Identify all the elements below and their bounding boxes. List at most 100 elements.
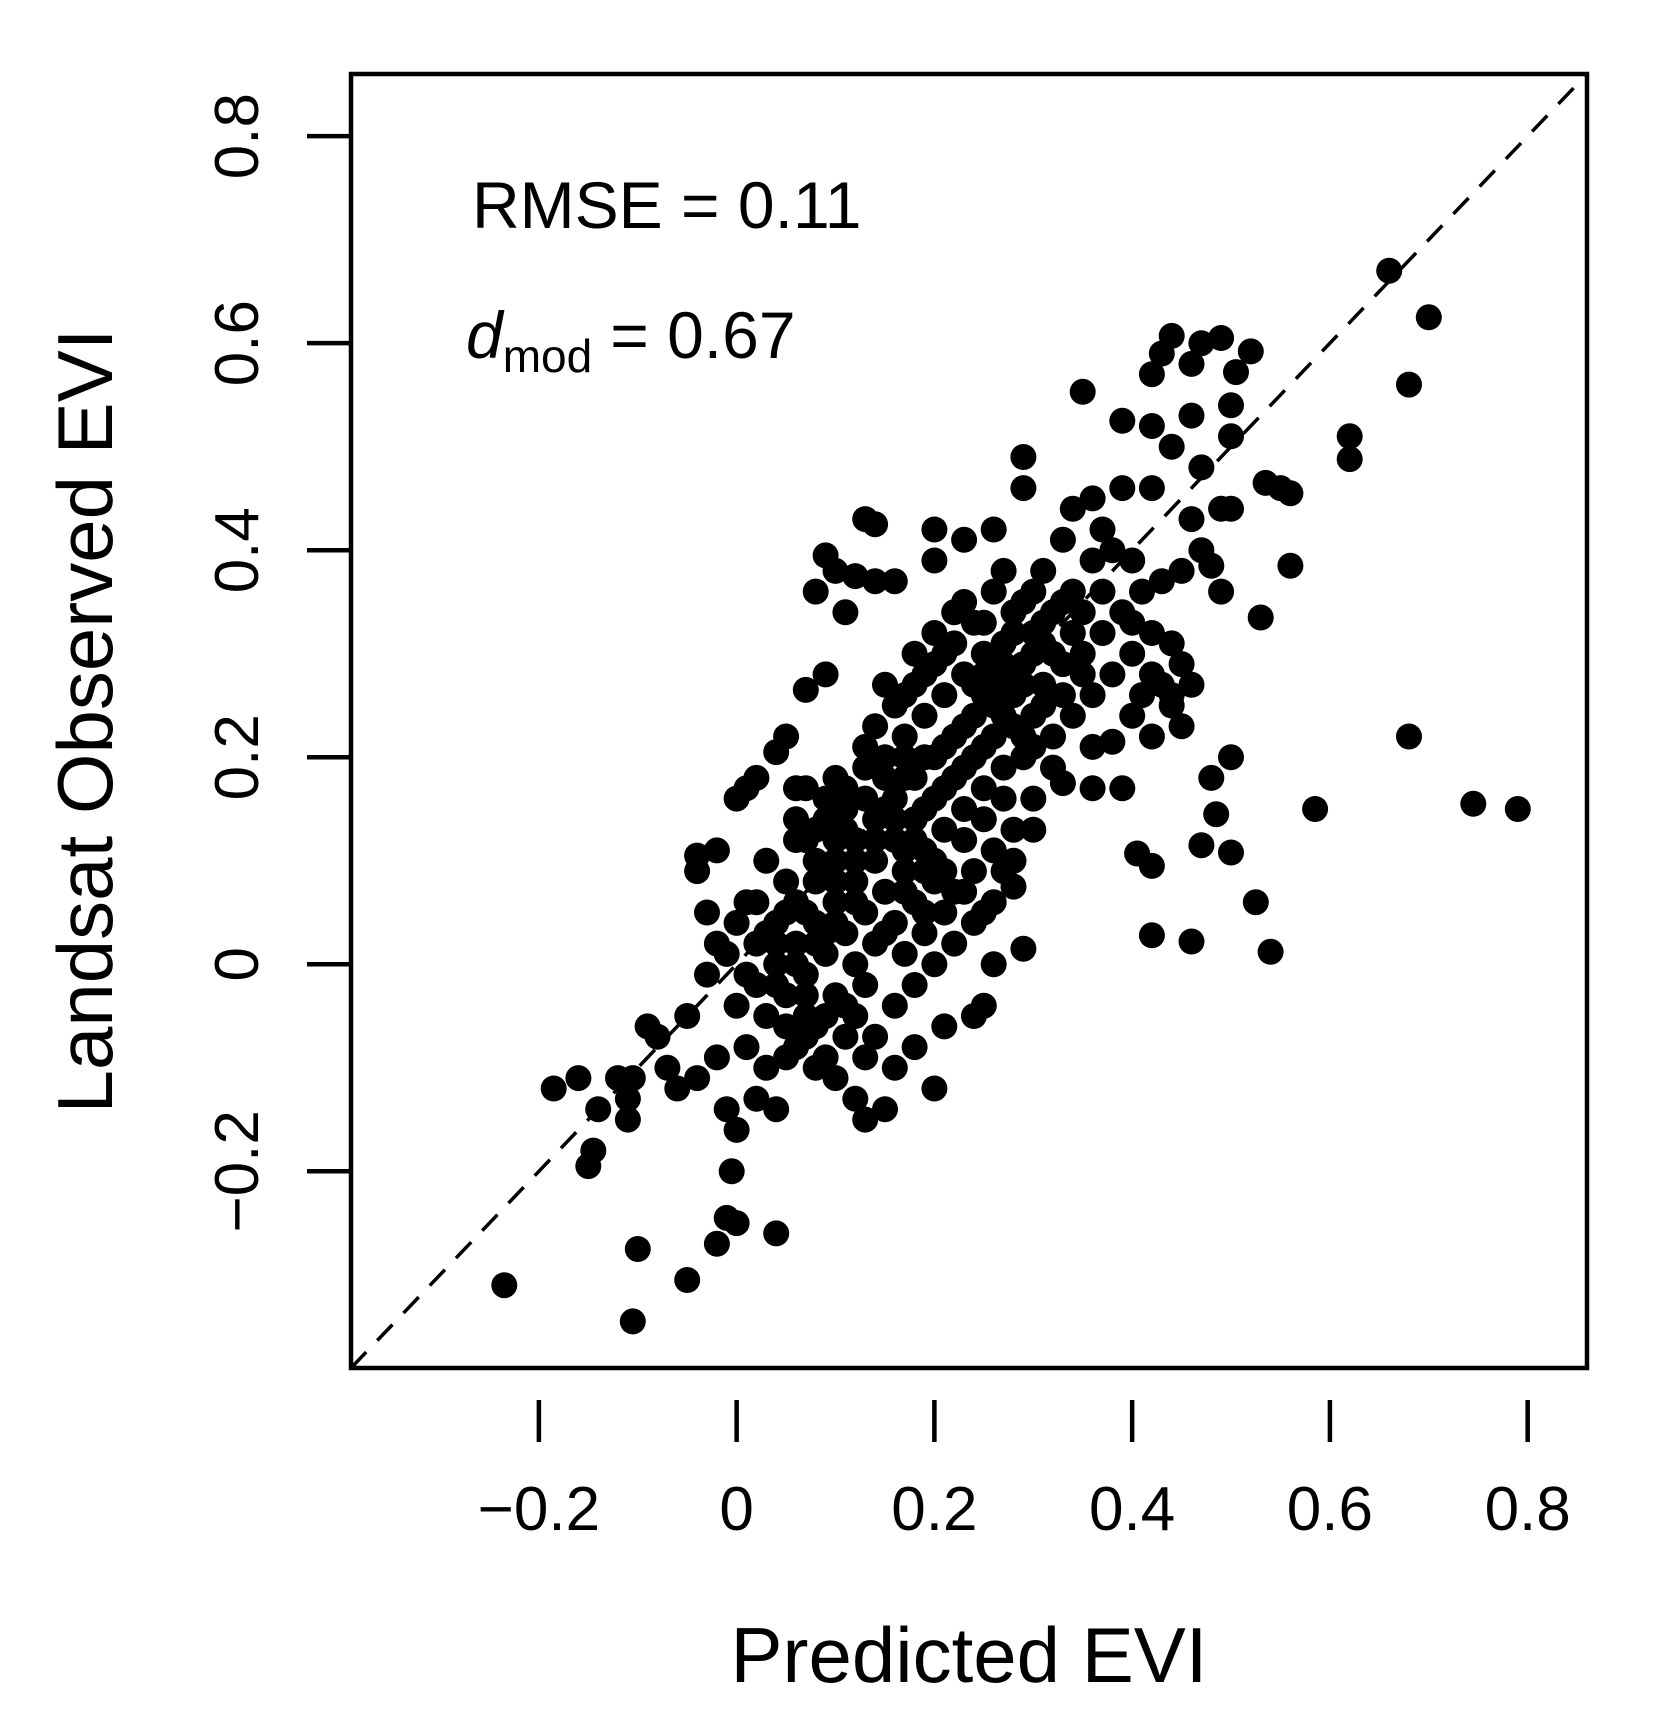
data-point [980, 951, 1007, 978]
data-point [872, 671, 898, 698]
data-point [862, 827, 889, 853]
data-point [565, 1065, 592, 1092]
data-point [970, 640, 997, 667]
data-point [1069, 599, 1096, 626]
data-point [1059, 702, 1086, 729]
data-point [911, 702, 938, 729]
data-point [1138, 723, 1165, 750]
data-point [862, 568, 889, 595]
data-point [980, 516, 1007, 543]
data-point [891, 940, 918, 967]
data-point [783, 827, 809, 853]
data-point [664, 1075, 691, 1102]
data-point [1415, 304, 1442, 331]
data-point [1396, 723, 1422, 750]
data-point [1178, 671, 1205, 698]
data-point [832, 1023, 859, 1050]
one-to-one-line [349, 72, 1589, 1370]
data-point [1223, 359, 1249, 386]
data-point [1218, 392, 1244, 419]
data-point [931, 640, 958, 667]
data-point [990, 702, 1017, 729]
data-point [1277, 552, 1304, 579]
data-point [901, 640, 928, 667]
data-point [970, 661, 997, 688]
data-point [911, 661, 938, 688]
data-point [881, 568, 908, 595]
data-point [783, 951, 809, 978]
data-point [951, 589, 978, 615]
data-point [1089, 516, 1116, 543]
data-point [763, 951, 790, 978]
data-point [733, 1034, 760, 1061]
data-point [951, 878, 978, 905]
data-point [1203, 801, 1230, 828]
x-tick-label: 0.2 [891, 1475, 977, 1544]
data-point [862, 511, 889, 538]
data-point [822, 889, 849, 916]
data-point [1168, 713, 1195, 740]
x-axis: −0.2 0 0.2 0.4 0.6 0.8 [478, 1400, 1571, 1544]
data-point [1020, 816, 1047, 843]
x-tick-label: −0.2 [478, 1475, 600, 1544]
data-point [773, 1044, 800, 1071]
data-point [703, 837, 730, 864]
data-point [911, 899, 938, 926]
data-point [881, 806, 908, 833]
data-point [614, 1106, 641, 1133]
data-point [881, 692, 908, 719]
y-tick-label: 0.8 [203, 93, 272, 179]
data-point [763, 1220, 790, 1247]
data-point [1000, 816, 1027, 843]
data-point [1168, 651, 1195, 678]
data-point [822, 827, 849, 853]
data-point [1079, 733, 1106, 760]
data-point [1208, 325, 1235, 351]
data-point [733, 775, 760, 802]
data-point [634, 1013, 661, 1040]
data-point [1247, 604, 1274, 631]
data-point [990, 557, 1017, 584]
data-point [872, 878, 898, 905]
data-point [1148, 568, 1175, 595]
data-point [1059, 620, 1086, 646]
data-point [872, 764, 898, 791]
data-point [1069, 661, 1096, 688]
data-point [1099, 537, 1126, 564]
y-tick-label: 0 [203, 947, 272, 981]
data-point [1158, 682, 1185, 709]
data-point [990, 754, 1017, 781]
data-point [1119, 702, 1146, 729]
data-point [911, 920, 938, 947]
data-point [743, 1085, 770, 1112]
data-point [763, 1096, 790, 1123]
x-tick-label: 0.4 [1089, 1475, 1175, 1544]
data-point [753, 1003, 780, 1029]
data-point [1020, 578, 1047, 605]
data-point [1010, 935, 1037, 962]
data-point [921, 620, 948, 646]
data-point [832, 992, 859, 1019]
data-point [931, 682, 958, 709]
data-point [980, 837, 1007, 864]
data-point [1158, 630, 1185, 657]
data-point [1138, 620, 1165, 646]
dmod-subscript: mod [503, 330, 592, 382]
data-point [990, 858, 1017, 885]
data-point [619, 1308, 646, 1335]
data-point [1188, 832, 1215, 859]
data-point [684, 1065, 711, 1092]
data-point [694, 961, 720, 988]
data-point [1198, 764, 1225, 791]
data-point [911, 796, 938, 822]
data-point [852, 1044, 879, 1071]
data-point [802, 816, 829, 843]
data-point [1460, 790, 1487, 817]
data-point [812, 1044, 839, 1071]
data-point [822, 1065, 849, 1092]
data-point [832, 599, 859, 626]
data-point [970, 682, 997, 709]
data-point [1119, 547, 1146, 574]
data-point [852, 1106, 879, 1133]
data-point [723, 992, 750, 1019]
